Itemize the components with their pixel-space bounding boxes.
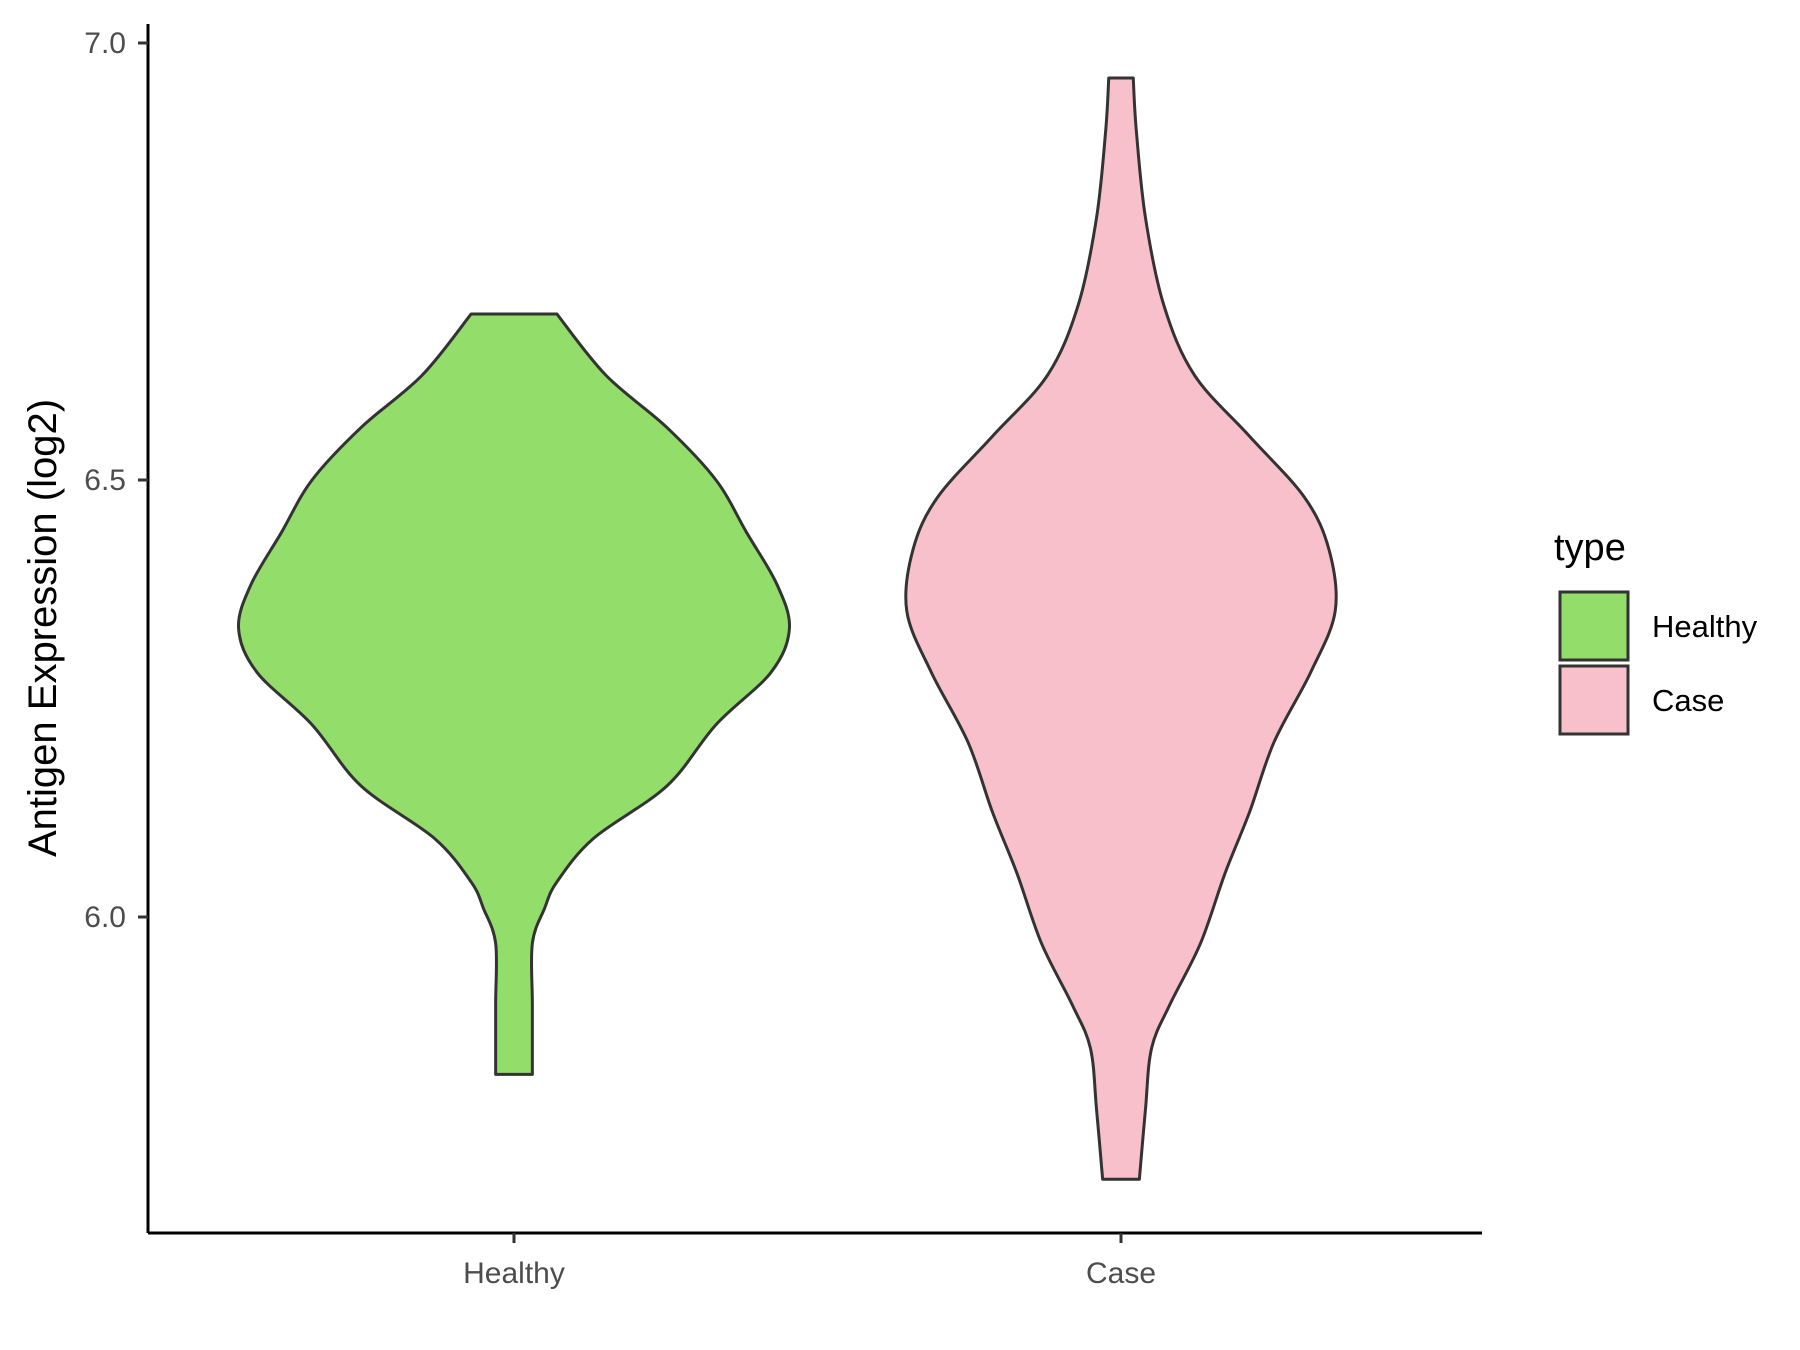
y-axis-title: Antigen Expression (log2) bbox=[21, 399, 65, 857]
x-tick-label: Case bbox=[1086, 1257, 1156, 1290]
legend-label-case: Case bbox=[1652, 683, 1724, 718]
y-tick-label: 7.0 bbox=[84, 27, 126, 60]
violin-healthy bbox=[237, 312, 791, 1076]
legend-swatch-healthy bbox=[1558, 590, 1630, 662]
y-tick-label: 6.5 bbox=[84, 464, 126, 497]
legend-swatch-case bbox=[1558, 664, 1630, 736]
legend-label-healthy: Healthy bbox=[1652, 609, 1758, 644]
axes bbox=[146, 24, 1482, 1235]
legend: type Healthy Case bbox=[1554, 527, 1758, 736]
x-ticks: Healthy Case bbox=[463, 1233, 1156, 1290]
violin-case bbox=[904, 76, 1338, 1181]
x-tick-label: Healthy bbox=[463, 1257, 565, 1290]
y-tick-label: 6.0 bbox=[84, 901, 126, 934]
violin-layer bbox=[237, 76, 1338, 1181]
legend-title: type bbox=[1554, 527, 1626, 569]
legend-entries: Healthy Case bbox=[1558, 590, 1758, 736]
y-ticks: 6.0 6.5 7.0 bbox=[84, 27, 148, 934]
